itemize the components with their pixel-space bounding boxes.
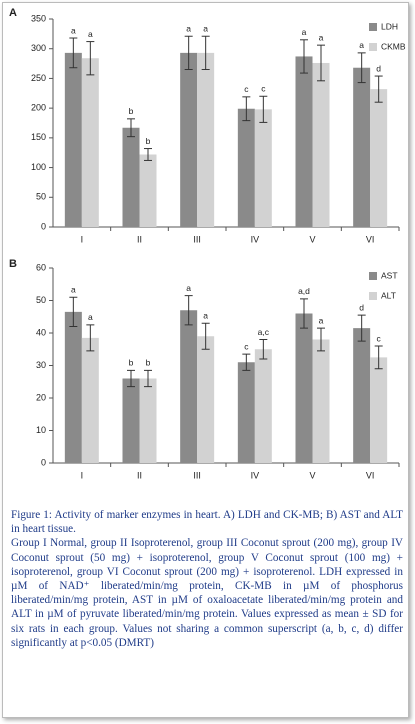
y-tick-label: 10 [36, 425, 46, 435]
x-tick-label: II [137, 234, 142, 244]
y-tick-label: 0 [41, 457, 46, 467]
y-tick-label: 50 [36, 192, 46, 202]
bar [197, 52, 215, 228]
legend-label: AST [381, 270, 398, 280]
legend-swatch [369, 272, 377, 280]
y-tick-label: 300 [31, 43, 46, 53]
bar [180, 52, 198, 228]
significance-letter: b [129, 106, 134, 116]
x-tick-label: III [193, 470, 201, 480]
significance-letter: a,d [298, 286, 310, 296]
bar [122, 127, 140, 227]
x-tick-label: III [193, 234, 201, 244]
bar [237, 362, 255, 463]
y-tick-label: 30 [36, 360, 46, 370]
bar [312, 339, 330, 463]
significance-letter: a [319, 315, 324, 325]
bar [254, 109, 272, 227]
caption-body: Group I Normal, group II Isoproterenol, … [11, 537, 403, 649]
significance-letter: a [203, 311, 208, 321]
x-tick-label: IV [251, 234, 260, 244]
bar [64, 311, 82, 463]
bar [139, 378, 157, 463]
y-tick-label: 200 [31, 103, 46, 113]
legend-label: ALT [381, 290, 396, 300]
significance-letter: a,c [258, 327, 270, 337]
bar [353, 328, 371, 463]
bar [81, 58, 99, 228]
y-tick-label: 150 [31, 132, 46, 142]
significance-letter: a [71, 285, 76, 295]
significance-letter: c [244, 341, 249, 351]
y-tick-label: 50 [36, 295, 46, 305]
x-tick-label: VI [366, 234, 375, 244]
bar [197, 336, 215, 463]
x-tick-label: I [81, 470, 84, 480]
x-tick-label: VI [366, 470, 375, 480]
bar [353, 67, 371, 227]
significance-letter: d [359, 302, 364, 312]
x-tick-label: V [309, 234, 315, 244]
legend-swatch [369, 43, 377, 51]
significance-letter: c [261, 84, 266, 94]
significance-letter: a [302, 27, 307, 37]
significance-letter: a [186, 23, 191, 33]
legend-label: LDH [381, 21, 398, 31]
significance-letter: b [146, 136, 151, 146]
significance-letter: c [244, 84, 249, 94]
legend-swatch [369, 292, 377, 300]
significance-letter: b [146, 358, 151, 368]
bar [180, 310, 198, 463]
y-tick-label: 100 [31, 162, 46, 172]
bar [370, 89, 388, 227]
y-tick-label: 20 [36, 392, 46, 402]
bar [254, 349, 272, 463]
significance-letter: c [377, 333, 382, 343]
panel-label: B [9, 258, 17, 270]
bar [81, 337, 99, 463]
legend-swatch [369, 23, 377, 31]
significance-letter: d [376, 63, 381, 73]
significance-letter: a [88, 29, 93, 39]
x-tick-label: II [137, 470, 142, 480]
significance-letter: a [203, 23, 208, 33]
significance-letter: a [359, 40, 364, 50]
significance-letter: a [71, 25, 76, 35]
panel-label: A [9, 7, 17, 19]
bar [312, 62, 330, 227]
x-tick-label: V [309, 470, 315, 480]
y-tick-label: 40 [36, 327, 46, 337]
significance-letter: a [88, 312, 93, 322]
bar [295, 56, 313, 227]
x-tick-label: IV [251, 470, 260, 480]
caption-title: Figure 1: Activity of marker enzymes in … [11, 509, 403, 536]
bar [64, 52, 82, 228]
y-tick-label: 250 [31, 73, 46, 83]
caption: Figure 1: Activity of marker enzymes in … [11, 508, 403, 650]
y-tick-label: 0 [41, 221, 46, 231]
bar [139, 154, 157, 227]
bar [122, 378, 140, 463]
bar [370, 357, 388, 463]
bar [295, 313, 313, 463]
y-tick-label: 60 [36, 262, 46, 272]
bar [237, 108, 255, 227]
significance-letter: a [319, 32, 324, 42]
x-tick-label: I [81, 234, 84, 244]
y-tick-label: 350 [31, 13, 46, 23]
significance-letter: a [186, 283, 191, 293]
legend-label: CKMB [381, 41, 406, 51]
significance-letter: b [129, 358, 134, 368]
